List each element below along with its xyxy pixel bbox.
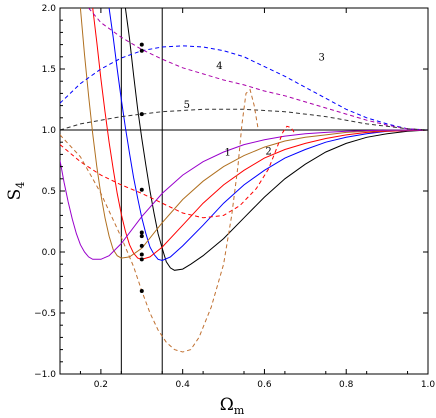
series-line-9 [60, 125, 296, 219]
curve-label-3: 3 [319, 52, 325, 63]
x-tick-label: 0.4 [176, 380, 191, 390]
plot-frame [59, 7, 429, 375]
y-tick-label: 1.0 [42, 126, 57, 136]
series-line-6 [60, 45, 428, 131]
y-tick-label: 0.5 [42, 187, 56, 197]
series-line-10 [60, 88, 259, 353]
data-point-marker-7 [139, 243, 144, 248]
curve-label-2: 2 [265, 146, 271, 157]
x-axis-ticks: 0.2 0.4 0.6 0.8 1.0 [79, 8, 436, 390]
curve-label-5: 5 [184, 100, 190, 111]
series-line-3 [92, 8, 428, 260]
y-axis-label-main: S [5, 189, 25, 201]
y-axis-label-sub: 4 [14, 182, 27, 189]
y-tick-label: −1.0 [34, 370, 56, 380]
y-axis-ticks: −1.0 −0.5 0.0 0.5 1.0 1.5 2.0 [34, 4, 428, 380]
data-point-marker-5 [139, 230, 144, 235]
y-tick-label: −0.5 [34, 309, 56, 319]
data-point-marker-10 [139, 289, 144, 294]
data-point-marker-6 [139, 234, 144, 239]
series-layer [60, 8, 428, 353]
x-axis-label-main: Ω [220, 395, 234, 415]
x-tick-label: 1.0 [421, 380, 436, 390]
y-axis-label: S4 [5, 182, 27, 201]
series-line-5 [60, 129, 428, 260]
curve-label-4: 4 [216, 61, 222, 72]
x-tick-label: 0.6 [257, 380, 272, 390]
data-point-marker-2 [139, 48, 144, 53]
x-axis-label-sub: m [234, 404, 245, 417]
reference-lines [60, 8, 428, 374]
data-point-marker-8 [139, 252, 144, 257]
series-line-4 [79, 8, 428, 259]
curve-label-1: 1 [224, 148, 230, 159]
marker-layer [139, 42, 144, 294]
y-tick-label: 0.0 [42, 248, 57, 258]
x-axis-label: Ωm [220, 395, 245, 417]
x-tick-label: 0.8 [339, 380, 354, 390]
data-point-marker-3 [139, 112, 144, 117]
data-point-marker-4 [139, 187, 144, 192]
series-line-2 [108, 8, 428, 262]
y-tick-label: 2.0 [42, 4, 57, 14]
series-line-1 [124, 8, 428, 271]
x-tick-label: 0.2 [94, 380, 108, 390]
data-point-marker-1 [139, 42, 144, 47]
data-point-marker-9 [139, 257, 144, 262]
y-tick-label: 1.5 [42, 65, 56, 75]
curve-labels: 1 2 3 4 5 [184, 52, 325, 158]
series-line-7 [88, 8, 428, 131]
